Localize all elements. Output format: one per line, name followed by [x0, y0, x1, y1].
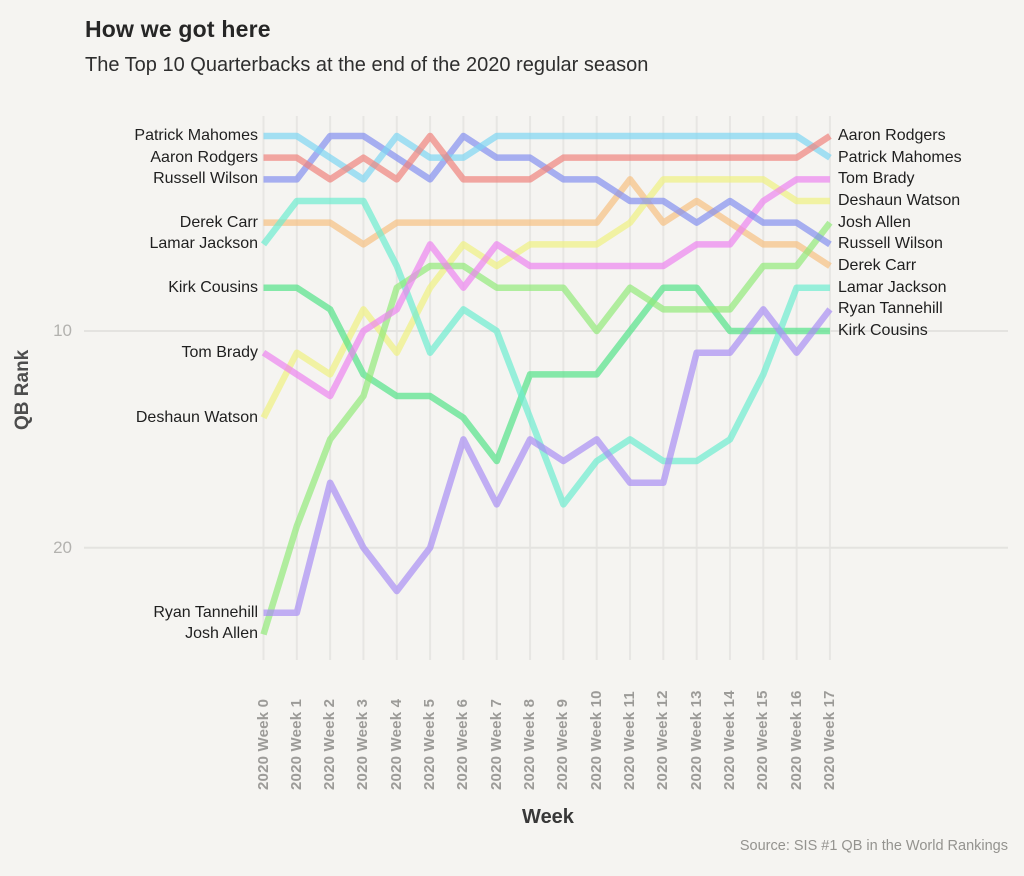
qb-line-tom-brady [261, 176, 830, 400]
qb-label-start-tom-brady: Tom Brady [181, 343, 258, 361]
x-tick-label: 2020 Week 7 [487, 698, 505, 790]
qb-label-start-patrick-mahomes: Patrick Mahomes [134, 127, 258, 144]
qb-label-end-aaron-rodgers: Aaron Rodgers [838, 127, 946, 144]
qb-label-start-ryan-tannehill: Ryan Tannehill [153, 603, 258, 621]
qb-label-start-kirk-cousins: Kirk Cousins [168, 278, 258, 296]
x-tick-label: 2020 Week 4 [387, 698, 405, 790]
x-tick-label: 2020 Week 16 [787, 690, 805, 790]
qb-line-ryan-tannehill [263, 306, 833, 616]
x-tick-label: 2020 Week 5 [421, 698, 439, 790]
qb-label-end-russell-wilson: Russell Wilson [838, 235, 943, 253]
x-tick-label: 2020 Week 11 [621, 691, 639, 790]
qb-label-end-lamar-jackson: Lamar Jackson [838, 278, 947, 296]
x-tick-label: 2020 Week 9 [554, 698, 572, 790]
chart-title: How we got here [85, 16, 271, 42]
y-axis-title: QB Rank [12, 349, 33, 430]
x-tick-label: 2020 Week 12 [654, 690, 672, 790]
qb-line-josh-allen [260, 220, 833, 636]
qb-label-start-russell-wilson: Russell Wilson [153, 170, 258, 188]
y-tick-label: 20 [53, 537, 72, 557]
x-tick-label: 2020 Week 2 [321, 698, 339, 790]
qb-label-start-josh-allen: Josh Allen [185, 625, 258, 643]
qb-line-deshaun-watson [260, 176, 830, 420]
chart-subtitle: The Top 10 Quarterbacks at the end of th… [85, 54, 649, 76]
x-tick-label: 2020 Week 17 [820, 690, 838, 790]
qb-label-start-aaron-rodgers: Aaron Rodgers [150, 148, 258, 166]
qb-line-derek-carr [263, 176, 832, 269]
qb-label-end-tom-brady: Tom Brady [838, 170, 915, 188]
x-tick-label: 2020 Week 14 [720, 690, 738, 790]
x-tick-label: 2020 Week 0 [254, 698, 272, 790]
qb-line-patrick-mahomes [263, 132, 832, 183]
y-tick-label: 10 [53, 321, 72, 341]
qb-line-kirk-cousins [263, 284, 830, 465]
qb-line-lamar-jackson [260, 197, 830, 508]
qb-line-aaron-rodgers [263, 132, 832, 183]
x-axis-title: Week [522, 806, 574, 828]
qb-label-start-derek-carr: Derek Carr [179, 213, 258, 231]
qb-label-end-deshaun-watson: Deshaun Watson [838, 192, 961, 209]
qb-label-end-ryan-tannehill: Ryan Tannehill [838, 300, 943, 318]
qb-label-start-deshaun-watson: Deshaun Watson [135, 408, 258, 426]
qb-label-start-lamar-jackson: Lamar Jackson [149, 235, 259, 253]
qb-label-end-patrick-mahomes: Patrick Mahomes [838, 148, 962, 166]
x-tick-label: 2020 Week 10 [587, 690, 605, 790]
x-tick-label: 2020 Week 15 [754, 690, 772, 790]
x-tick-label: 2020 Week 6 [454, 698, 472, 790]
x-tick-label: 2020 Week 3 [354, 698, 372, 790]
x-tick-label: 2020 Week 1 [287, 698, 305, 790]
source-note: Source: SIS #1 QB in the World Rankings [739, 838, 1008, 854]
x-tick-label: 2020 Week 8 [521, 698, 539, 790]
qb-label-end-kirk-cousins: Kirk Cousins [838, 322, 928, 340]
x-tick-label: 2020 Week 13 [687, 690, 705, 790]
qb-label-end-josh-allen: Josh Allen [838, 213, 911, 231]
qb-label-end-derek-carr: Derek Carr [838, 257, 917, 275]
